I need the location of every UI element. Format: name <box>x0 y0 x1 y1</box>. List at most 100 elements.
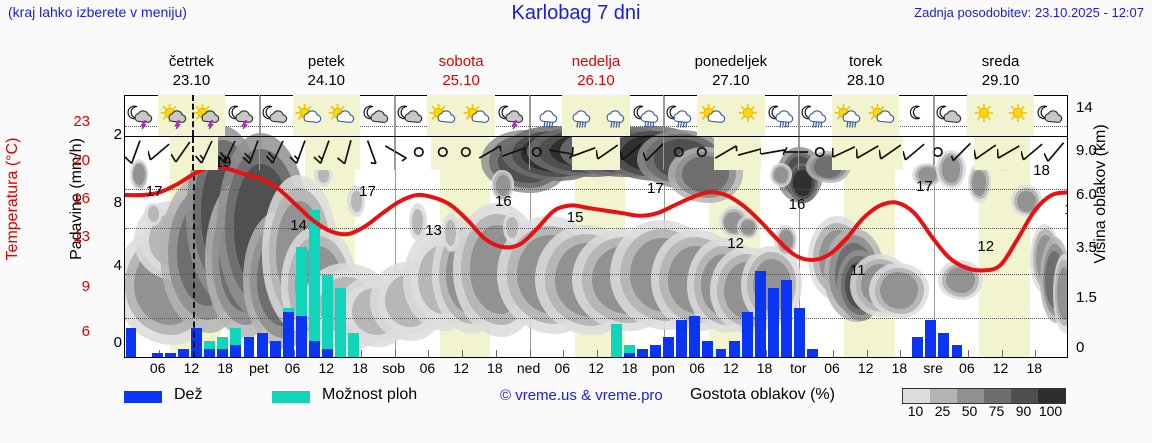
shower-bar <box>309 210 320 357</box>
gridline <box>125 273 1067 275</box>
sun-cloud-icon <box>697 95 731 136</box>
shower-bar <box>322 275 334 357</box>
rain-bar <box>295 316 307 357</box>
x-tick <box>765 350 767 357</box>
shower-bar <box>348 332 360 357</box>
x-tick <box>967 350 969 357</box>
wind-barb <box>171 137 195 170</box>
day-separator <box>933 95 935 136</box>
cloud-density-value: 75 <box>988 403 1005 419</box>
wind-barb <box>572 137 596 170</box>
rain-bar <box>767 287 779 357</box>
moon-cloud-thunder-icon <box>225 95 259 136</box>
cloud-rain-icon <box>596 95 630 136</box>
day-name: četrtek <box>168 53 214 70</box>
time-label: 06 <box>284 360 301 376</box>
gridline <box>125 318 1067 320</box>
rain-bar <box>912 336 924 357</box>
wind-barb <box>643 137 667 170</box>
day-separator <box>663 95 665 136</box>
rain-bar <box>164 352 176 357</box>
rain-bar <box>925 320 937 357</box>
daylight-band <box>997 137 1021 170</box>
time-label: 12 <box>453 360 469 376</box>
rain-bar <box>243 336 255 357</box>
rain-swatch <box>124 391 162 403</box>
wind-barb <box>265 137 290 170</box>
x-tick <box>900 350 902 357</box>
rain-bar <box>177 348 189 357</box>
wind-barb <box>714 137 738 170</box>
copyright-label[interactable]: © vreme.us & vreme.pro <box>500 387 663 404</box>
sun-cloud-icon <box>866 95 900 136</box>
showers-legend-label: Možnost ploh <box>322 386 418 403</box>
day-separator <box>393 137 395 170</box>
time-label: 06 <box>554 360 571 376</box>
x-tick <box>1001 350 1003 357</box>
time-label: 06 <box>419 360 436 376</box>
rain-bar <box>676 320 688 357</box>
cloudheight-tick: 9.0 <box>1076 141 1097 159</box>
rain-bar <box>951 344 963 357</box>
moon-cloud-icon <box>360 95 394 136</box>
temperature-tick: 23 <box>73 112 90 130</box>
time-label: 18 <box>756 360 773 376</box>
location-menu-note[interactable]: (kraj lahko izberete v meniju) <box>8 4 187 20</box>
temperature-label: 16 <box>788 195 806 213</box>
cloud-density-value: 90 <box>1015 403 1032 419</box>
time-label: 18 <box>621 360 638 376</box>
day-name: petek <box>307 53 345 70</box>
last-update-label: Zadnja posodobitev: 23.10.2025 - 12:07 <box>914 5 1144 20</box>
rain-bar <box>938 332 950 357</box>
sun-icon <box>731 95 765 136</box>
day-name: ponedeljek <box>694 53 768 70</box>
day-separator <box>258 95 260 136</box>
x-tick <box>866 350 868 357</box>
day-date: 23.10 <box>172 72 211 89</box>
time-label: tor <box>790 360 807 376</box>
temperature-tick: 20 <box>73 152 90 170</box>
x-tick <box>833 350 834 357</box>
rain-bar <box>794 308 806 357</box>
wind-barb <box>1044 137 1068 170</box>
cloud-density-segment <box>984 389 1011 403</box>
sun-cloud-icon <box>427 95 461 136</box>
cloudheight-tick: 6.0 <box>1076 186 1097 204</box>
day-separator <box>798 95 800 136</box>
time-label: 18 <box>487 360 503 376</box>
rain-bar <box>322 348 334 357</box>
time-label: 18 <box>891 360 908 376</box>
wind-barb <box>407 137 431 170</box>
day-name: torek <box>849 53 883 70</box>
cloud-blob <box>1057 266 1067 320</box>
wind-barb <box>784 137 809 170</box>
time-label: 06 <box>149 360 166 376</box>
rain-bar <box>217 348 229 357</box>
rain-bar <box>204 348 216 357</box>
wind-barb <box>667 137 691 170</box>
temperature-label: 17 <box>359 182 376 200</box>
moon-cloud-icon <box>933 95 967 136</box>
day-header-row: četrtek 23.10 petek 24.10 sobota 25.10 nedelja… <box>124 52 1068 92</box>
daylight-band <box>596 137 620 170</box>
daylight-band <box>714 137 738 170</box>
sun-icon <box>1001 95 1035 136</box>
gridline <box>125 227 1067 229</box>
time-label: ned <box>516 360 541 376</box>
time-label: sre <box>923 360 943 376</box>
wind-barb <box>525 137 549 170</box>
rain-bar <box>689 316 701 357</box>
day-header-sobota: sobota 25.10 <box>394 52 529 90</box>
daylight-band <box>430 137 455 170</box>
rain-bar <box>715 348 727 357</box>
temperature-label: 17 <box>145 182 163 200</box>
rain-bar <box>741 312 753 357</box>
day-name: sobota <box>438 53 484 70</box>
day-header-nedelja: nedelja 26.10 <box>529 52 664 90</box>
day-header-petek: petek 24.10 <box>259 52 394 90</box>
day-date: 25.10 <box>442 72 480 89</box>
day-separator <box>528 137 530 170</box>
shower-bar <box>610 324 622 357</box>
moon-cloud-icon <box>259 95 293 136</box>
day-name: sreda <box>981 53 1020 70</box>
